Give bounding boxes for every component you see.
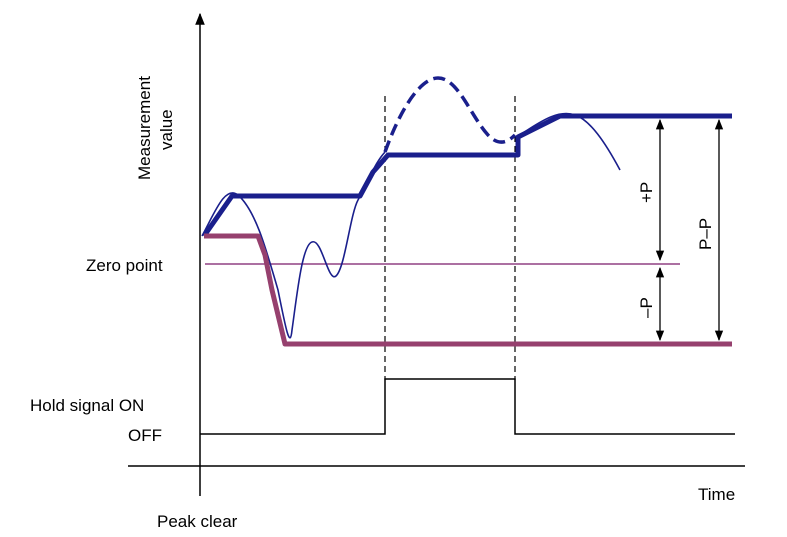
- minus-p-label: –P: [637, 297, 656, 318]
- zero-point-label: Zero point: [86, 256, 163, 275]
- hold-signal-line: [200, 378, 735, 435]
- plus-p-label: +P: [637, 182, 656, 203]
- peak-clear-label: Peak clear: [157, 512, 238, 531]
- hold-signal-on-label: Hold signal ON: [30, 396, 144, 415]
- bottom-hold-line: [204, 233, 732, 347]
- p-to-p-label: P–P: [696, 218, 715, 250]
- y-axis-label-line1: Measurement: [135, 76, 154, 180]
- y-axis-label-line2: value: [157, 109, 176, 150]
- time-label: Time: [698, 485, 735, 504]
- hold-signal-off-label: OFF: [128, 426, 162, 445]
- peak-hold-line: [201, 113, 732, 238]
- measurement-signal-tail: [519, 112, 621, 171]
- measurement-signal-dashed: [383, 76, 517, 153]
- measurement-signal: [201, 151, 386, 339]
